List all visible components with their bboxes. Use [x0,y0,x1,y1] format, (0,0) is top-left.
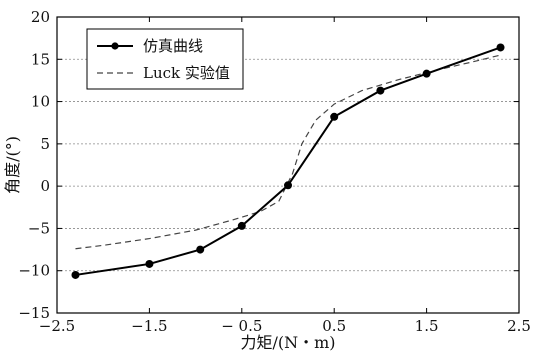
legend-label-experiment: Luck 实验值 [143,64,230,82]
x-tick-label: − 0.5 [221,317,262,335]
data-point [496,43,505,52]
data-point [237,221,246,230]
data-point [145,259,154,268]
legend: 仿真曲线 Luck 实验值 [86,28,244,90]
grid-lines [57,58,519,272]
series [71,43,505,279]
y-tick-label: 0 [40,177,50,195]
legend-marker-simulation [111,42,119,50]
y-tick-label: 15 [31,50,50,68]
x-tick-label: −2.5 [39,317,75,335]
y-tick-label: 10 [31,93,50,111]
y-axis-label: 角度/(°) [3,136,22,194]
data-point [71,270,80,279]
legend-label-simulation: 仿真曲线 [143,37,203,55]
y-tick-label: −10 [18,262,50,280]
x-tick-label: 2.5 [507,317,531,335]
y-tick-label: −5 [28,219,50,237]
x-tick-label: 0.5 [322,317,346,335]
x-axis-label: 力矩/(N・m) [240,333,335,352]
plot-frame [56,16,520,314]
data-point [376,86,385,95]
data-point [196,245,205,254]
data-point [284,181,292,190]
axis-ticks: −15 −10 −5 0 5 10 15 20 −2.5 −1.5 − 0.5 0.5 1.5 2.5 [18,8,531,335]
x-tick-label: 1.5 [415,317,439,335]
x-tick-label: −1.5 [131,317,167,335]
series-line-experiment [75,54,501,250]
y-tick-label: 20 [31,8,50,26]
data-point [422,69,431,78]
y-tick-label: 5 [40,135,50,153]
y-tick-label: −15 [18,304,50,322]
data-point [330,112,339,121]
legend-box [86,28,244,90]
